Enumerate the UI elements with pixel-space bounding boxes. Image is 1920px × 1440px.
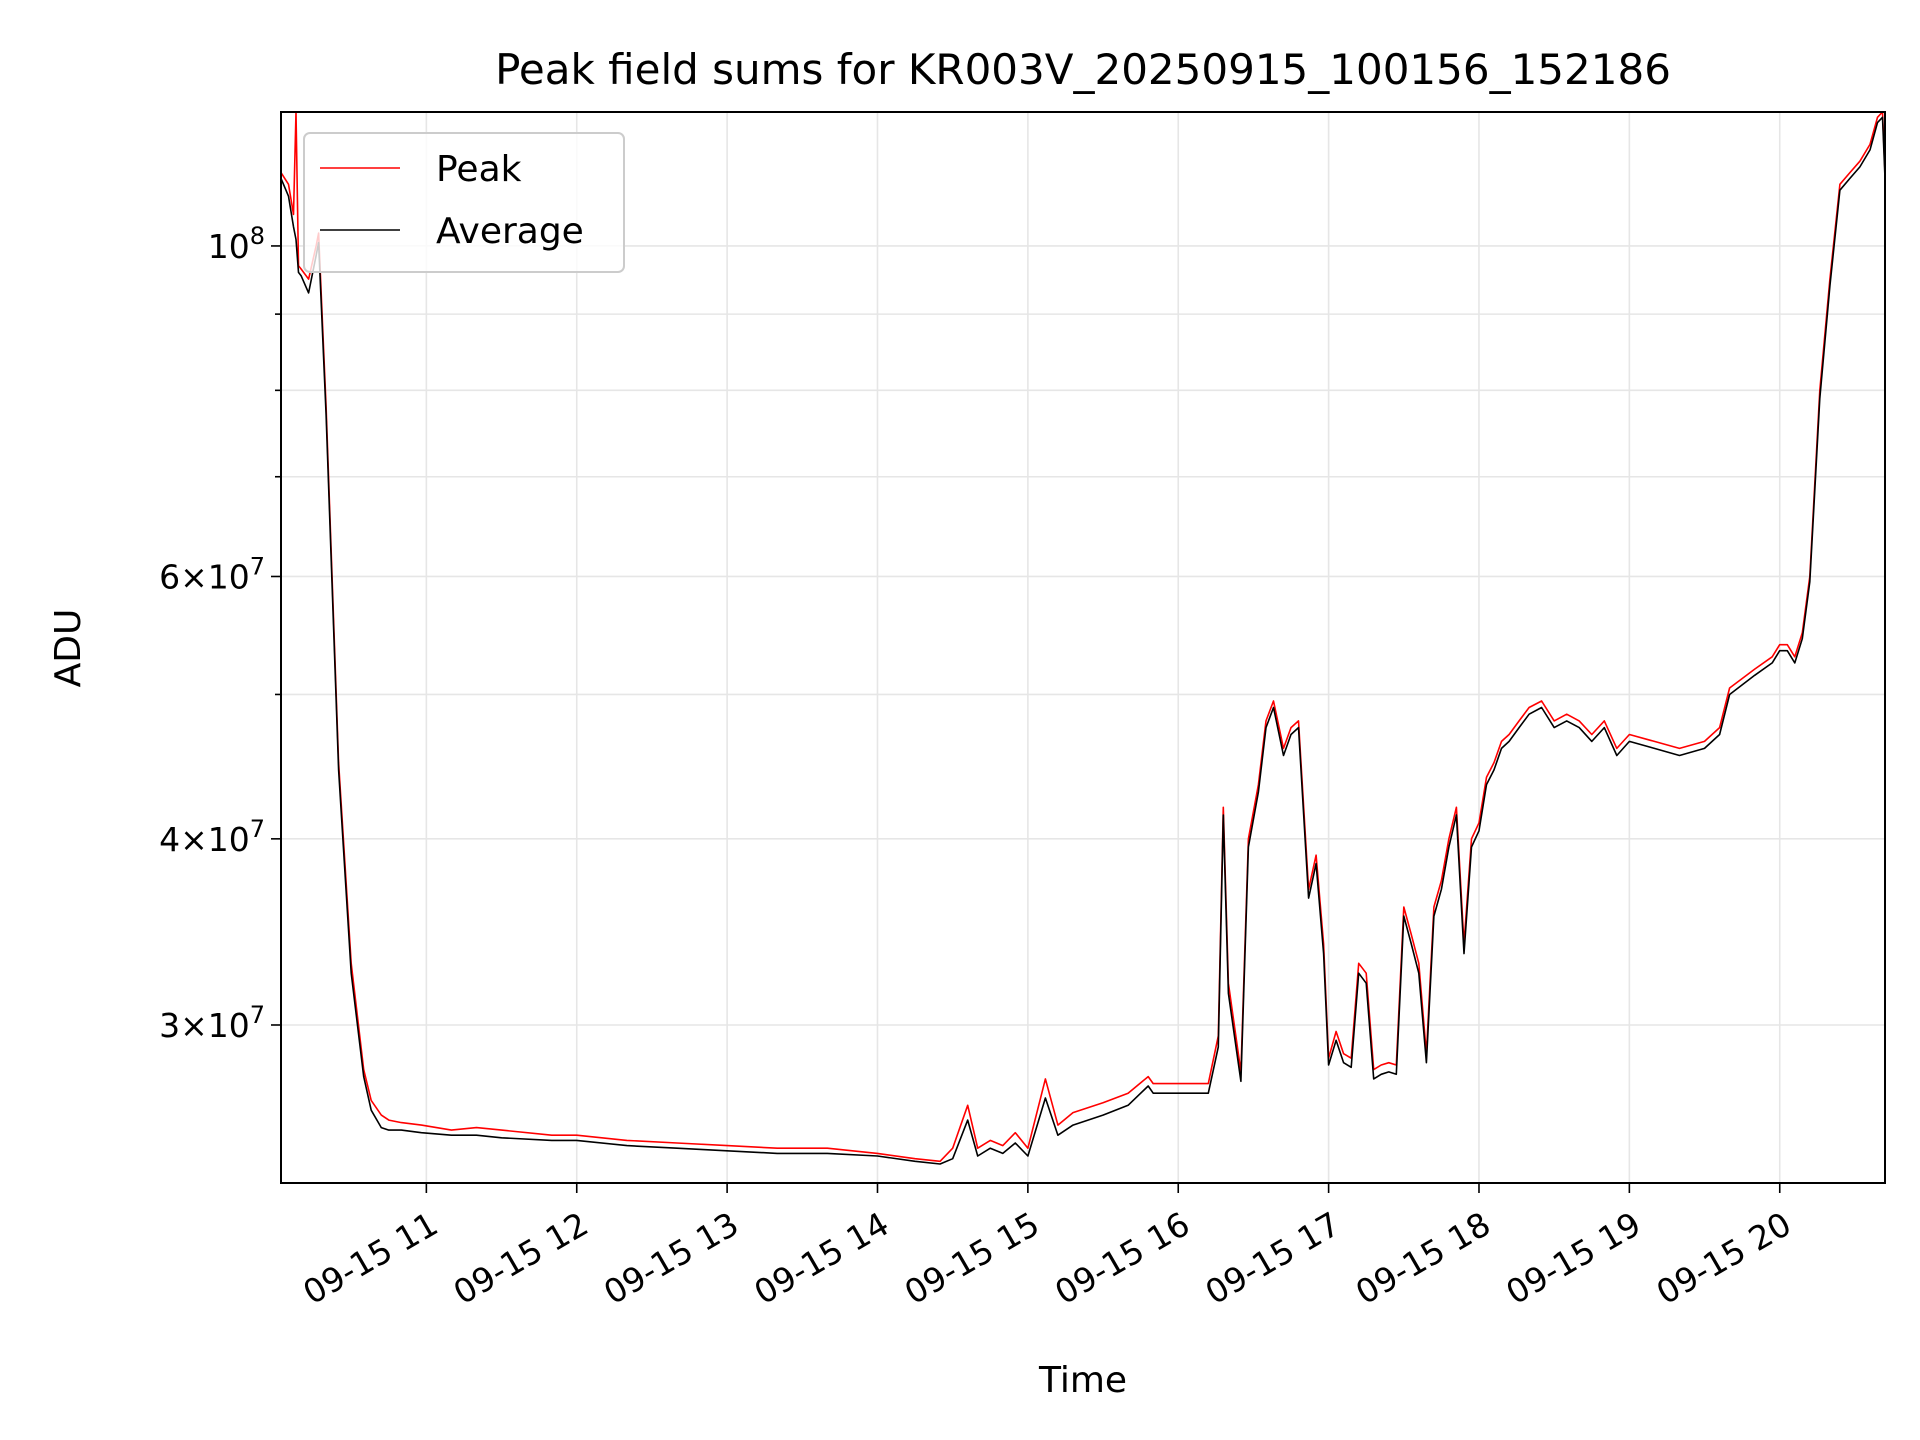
chart-title: Peak field sums for KR003V_20250915_1001… xyxy=(495,45,1671,94)
series-line-average xyxy=(281,116,1885,1165)
y-axis: 3×107 4×107 6×107 108 xyxy=(159,222,281,1045)
y-axis-label: ADU xyxy=(48,609,89,688)
series-lines xyxy=(281,112,1885,1165)
legend-label-peak: Peak xyxy=(436,149,522,190)
y-tick-label: 4×107 xyxy=(159,815,265,859)
plot-frame xyxy=(280,111,1886,1184)
legend: Peak Average xyxy=(303,132,625,273)
legend-label-average: Average xyxy=(436,211,584,252)
x-axis-label: Time xyxy=(1038,1360,1127,1401)
grid xyxy=(281,112,1885,1183)
y-tick-label: 6×107 xyxy=(159,552,265,596)
y-tick-label: 3×107 xyxy=(159,1001,265,1045)
y-tick-label: 108 xyxy=(208,222,265,266)
